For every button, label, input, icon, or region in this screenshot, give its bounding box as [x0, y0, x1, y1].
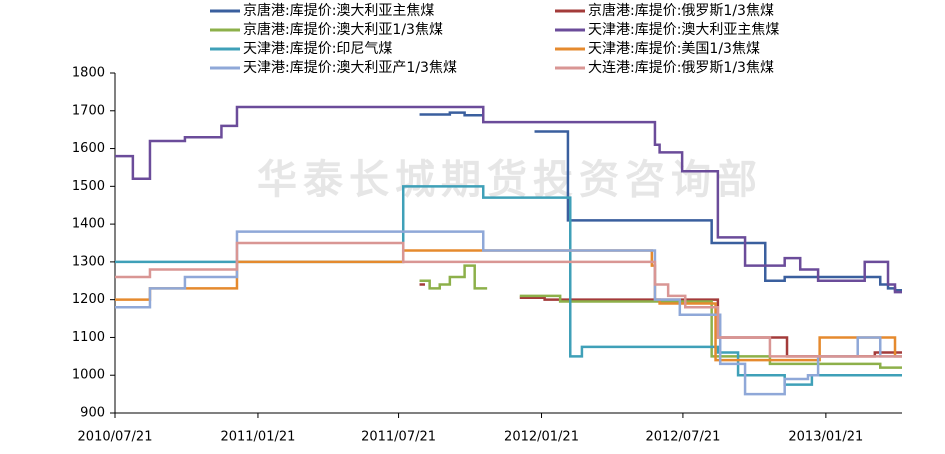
legend-label: 京唐港:库提价:俄罗斯1/3焦煤	[588, 2, 774, 19]
series-line	[419, 111, 902, 292]
legend-label: 京唐港:库提价:澳大利亚1/3焦煤	[243, 21, 443, 38]
y-tick-label: 900	[80, 406, 105, 421]
y-tick-label: 1300	[72, 254, 105, 269]
y-tick-label: 1200	[72, 292, 105, 307]
x-tick-label: 2010/07/21	[78, 430, 153, 445]
legend-label: 天津港:库提价:美国1/3焦煤	[588, 41, 760, 57]
y-tick-label: 1100	[72, 330, 105, 345]
legend-label: 京唐港:库提价:澳大利亚主焦煤	[243, 2, 434, 19]
series-line	[419, 264, 902, 369]
y-tick-label: 1500	[72, 179, 105, 194]
y-tick-label: 1800	[72, 66, 105, 81]
series-line	[419, 283, 902, 358]
series-line	[115, 249, 902, 362]
y-tick-label: 1400	[72, 217, 105, 232]
series-line	[115, 105, 902, 294]
x-tick-label: 2013/01/21	[788, 430, 863, 445]
legend-label: 大连港:库提价:俄罗斯1/3焦煤	[588, 60, 774, 76]
legend-label: 天津港:库提价:澳大利亚产1/3焦煤	[243, 60, 457, 76]
legend-label: 天津港:库提价:印尼气煤	[243, 41, 392, 57]
series-line	[115, 185, 902, 386]
watermark: 华泰长城期货投资咨询部	[257, 157, 763, 203]
x-tick-label: 2011/07/21	[361, 430, 436, 445]
y-tick-label: 1600	[72, 141, 105, 156]
series-line	[115, 230, 902, 396]
legend-label: 天津港:库提价:澳大利亚主焦煤	[588, 22, 779, 38]
y-tick-label: 1000	[72, 368, 105, 383]
x-tick-label: 2012/01/21	[504, 430, 579, 445]
x-tick-label: 2011/01/21	[220, 430, 295, 445]
y-tick-label: 1700	[72, 103, 105, 118]
series-line	[115, 241, 902, 358]
x-tick-label: 2012/07/21	[645, 430, 720, 445]
